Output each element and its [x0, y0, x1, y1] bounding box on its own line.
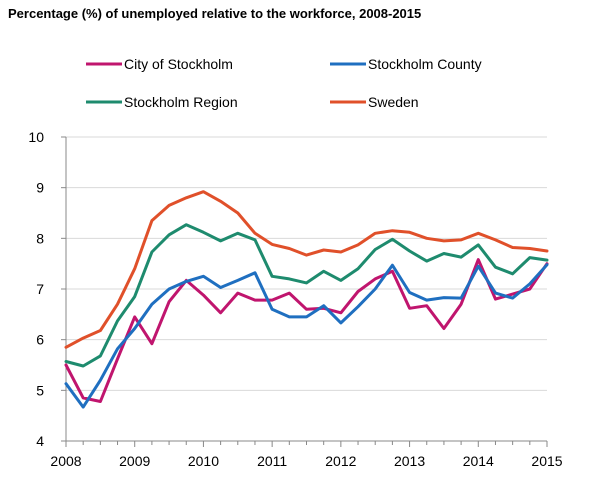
y-tick-label: 7 — [36, 281, 44, 297]
series-line-stockholm-county — [64, 263, 549, 409]
x-tick-label: 2013 — [394, 453, 425, 469]
series-line-stockholm-region — [64, 223, 549, 368]
y-tick-label: 10 — [28, 129, 44, 145]
series-lines — [64, 190, 549, 409]
y-tick-label: 4 — [36, 433, 44, 449]
x-tick-label: 2012 — [325, 453, 356, 469]
legend-label: Stockholm County — [368, 56, 482, 72]
x-tick-label: 2015 — [531, 453, 562, 469]
y-tick-label: 5 — [36, 382, 44, 398]
series-line-sweden — [64, 190, 549, 349]
gridlines — [66, 136, 547, 391]
y-tick-label: 8 — [36, 230, 44, 246]
x-tick-label: 2009 — [119, 453, 150, 469]
series-line-city-of-stockholm — [64, 258, 549, 403]
x-tick-label: 2008 — [50, 453, 81, 469]
tick-labels: 4 5 6 7 8 9 10 2008 2009 2010 2011 2012 2013 2014 2015 — [28, 129, 562, 469]
legend-label: City of Stockholm — [124, 56, 233, 72]
legend-label: Sweden — [368, 94, 419, 110]
y-tick-label: 9 — [36, 180, 44, 196]
x-tick-label: 2011 — [257, 453, 287, 469]
axes — [61, 136, 548, 447]
x-tick-label: 2010 — [188, 453, 219, 469]
legend-label: Stockholm Region — [124, 94, 238, 110]
legend: City of Stockholm Stockholm County Stockho… — [86, 56, 482, 110]
x-tick-label: 2014 — [463, 453, 494, 469]
y-tick-label: 6 — [36, 332, 44, 348]
chart-title: Percentage (%) of unemployed relative to… — [8, 6, 422, 21]
